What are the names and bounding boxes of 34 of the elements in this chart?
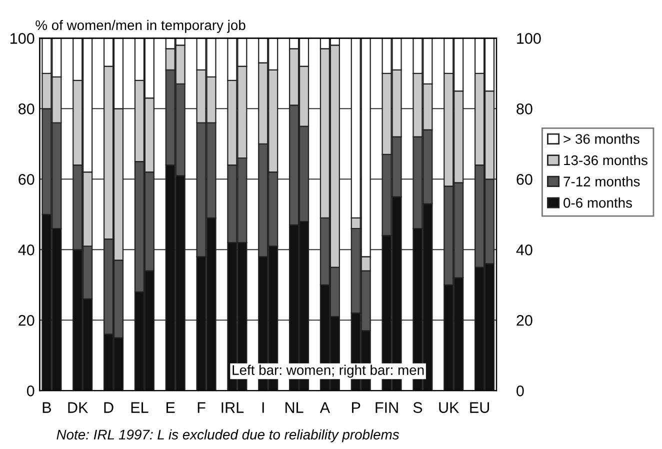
legend-label: 7-12 months bbox=[564, 176, 640, 186]
x-tick-label: DK bbox=[68, 402, 88, 413]
x-tick-label: B bbox=[42, 402, 51, 413]
text: Note: IRL 1997: L is excluded due to reliability problems bbox=[56, 429, 400, 442]
x-tick-label: S bbox=[413, 402, 422, 413]
y2-tick-label: 20 bbox=[516, 315, 532, 326]
y2-tick-label: 60 bbox=[516, 174, 532, 185]
x-tick-label: EL bbox=[131, 402, 148, 413]
x-tick-label: I bbox=[262, 402, 264, 413]
x-tick-label: FIN bbox=[376, 402, 398, 413]
y-tick-label: 60 bbox=[18, 174, 34, 185]
y-tick-label: 0 bbox=[26, 386, 34, 396]
y-axis-title: % of women/men in temporary job bbox=[36, 20, 246, 33]
x-tick-label: NL bbox=[286, 402, 304, 413]
x-tick-label: F bbox=[198, 402, 206, 413]
x-tick-label: A bbox=[320, 402, 330, 413]
legend-label: > 36 months bbox=[564, 134, 640, 144]
y2-tick-label: 80 bbox=[516, 104, 532, 114]
y2-tick-label: 40 bbox=[516, 244, 532, 256]
legend-label: 0-6 months bbox=[564, 198, 632, 208]
y2-tick-label: 100 bbox=[517, 33, 541, 44]
x-tick-label: P bbox=[352, 402, 360, 413]
y-tick-label: 20 bbox=[18, 315, 34, 326]
y2-tick-label: 0 bbox=[516, 386, 524, 396]
x-tick-label: E bbox=[166, 402, 175, 413]
y-tick-label: 40 bbox=[18, 244, 34, 256]
x-tick-label: UK bbox=[439, 402, 460, 413]
legend-label: 13-36 months bbox=[564, 154, 648, 166]
x-tick-label: D bbox=[104, 402, 114, 413]
y-tick-label: 80 bbox=[18, 104, 34, 114]
annotation: Left bar: women; right bar: men bbox=[232, 364, 424, 378]
y-tick-label: 100 bbox=[10, 33, 34, 44]
x-tick-label: IRL bbox=[222, 402, 244, 413]
x-tick-label: EU bbox=[470, 402, 489, 413]
